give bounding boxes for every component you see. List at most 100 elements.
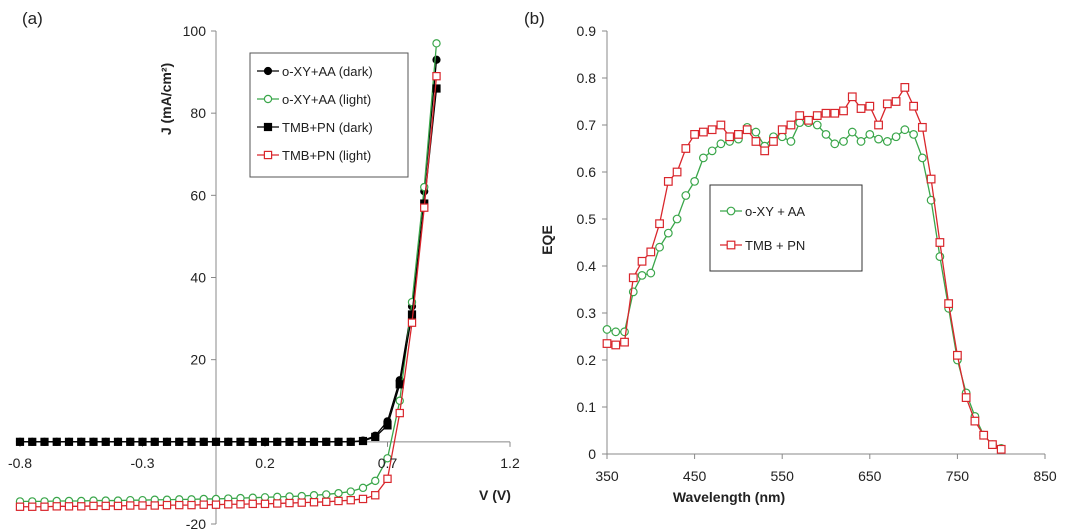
chart-b-point-0 (672, 214, 682, 224)
chart-a-point-2 (260, 437, 270, 446)
chart-b-point-1 (795, 111, 805, 121)
chart-a-point-3 (28, 502, 37, 511)
chart-a-point-2 (248, 437, 257, 446)
chart-a-ytick-label: 20 (190, 352, 206, 368)
chart-b-point-0 (716, 139, 726, 149)
chart-a-point-3 (309, 498, 319, 507)
chart-a-point-1 (371, 476, 380, 486)
chart-b-xtick-label: 650 (858, 468, 882, 484)
chart-a-point-2 (199, 437, 208, 446)
chart-b-ylabel: EQE (539, 225, 555, 255)
chart-b-point-1 (856, 104, 866, 113)
chart-a-ytick-label: -20 (186, 516, 206, 529)
chart-a-point-2 (175, 437, 184, 446)
chart-a-point-3 (40, 502, 49, 511)
panel-b-label: (b) (524, 9, 545, 28)
chart-b-point-1 (935, 238, 945, 247)
chart-a-point-1 (322, 490, 331, 499)
chart-b-ytick-label: 0.6 (577, 164, 597, 180)
chart-b-point-0 (909, 129, 918, 139)
chart-a-ytick-label: 40 (190, 270, 206, 286)
chart-a-point-2 (64, 437, 74, 446)
chart-b-point-0 (681, 191, 691, 200)
chart-b-point-0 (821, 129, 831, 139)
chart-b-point-0 (690, 176, 699, 186)
chart-a-point-3 (395, 408, 404, 418)
chart-b-point-1 (707, 125, 717, 135)
chart-b-point-1 (751, 137, 761, 146)
chart-a-ytick-label: 100 (183, 23, 207, 39)
chart-a-legend-marker-2 (263, 122, 273, 132)
chart-a-point-2 (162, 437, 172, 446)
chart-a-point-3 (358, 494, 368, 504)
chart-a-point-3 (150, 501, 159, 510)
chart-b-xlabel: Wavelength (nm) (673, 489, 785, 505)
chart-a-xtick-label: 1.2 (500, 455, 520, 471)
chart-b-point-0 (900, 125, 910, 135)
chart-b-point-0 (751, 127, 761, 137)
chart-b-point-1 (733, 130, 743, 139)
chart-b-point-0 (830, 139, 840, 149)
chart-b-ytick-label: 0.3 (577, 305, 597, 321)
chart-b-ytick-label: 0.4 (577, 258, 597, 274)
chart-a-legend-marker-1 (263, 94, 273, 104)
chart-a-point-3 (52, 502, 61, 511)
chart-b-point-1 (882, 99, 892, 109)
panel-a-label: (a) (22, 9, 43, 28)
chart-b-ytick-label: 0.2 (577, 352, 597, 368)
chart-a-point-3 (15, 502, 25, 511)
chart-b-point-1 (821, 108, 831, 118)
chart-b-point-1 (655, 219, 664, 229)
chart-b-point-0 (856, 137, 866, 146)
chart-a-point-2 (395, 380, 404, 389)
chart-a-point-3 (224, 500, 233, 509)
chart-b-point-0 (917, 153, 927, 163)
chart-a-point-3 (260, 499, 270, 509)
chart-b-point-1 (769, 137, 778, 146)
chart-b-point-0 (655, 242, 664, 252)
chart-b-point-1 (917, 122, 927, 132)
chart-a-point-2 (383, 421, 392, 430)
chart-a-point-2 (322, 437, 331, 446)
chart-a-point-3 (211, 500, 221, 509)
chart-b-ytick-label: 0 (588, 446, 596, 462)
chart-b-point-1 (663, 177, 673, 186)
chart-a-point-3 (420, 203, 429, 212)
chart-b-point-1 (926, 174, 936, 184)
chart-a-point-1 (309, 491, 319, 500)
chart-a-legend-box (249, 52, 409, 178)
chart-b-point-1 (611, 340, 621, 350)
chart-a-point-3 (113, 501, 123, 511)
chart-b-ytick-label: 0.8 (577, 70, 597, 86)
chart-b-point-1 (847, 92, 857, 102)
chart-b-point-1 (979, 430, 989, 440)
chart-b-point-1 (900, 82, 910, 92)
chart-b-point-0 (646, 268, 656, 278)
chart-b: (b) EQE Wavelength (nm) 350 450 550 650 750 8… (524, 9, 1057, 505)
chart-a-point-3 (407, 318, 417, 327)
chart-b-point-1 (839, 106, 848, 116)
chart-a-ytick-label: 60 (190, 187, 206, 203)
chart-a-point-3 (64, 502, 74, 511)
chart-b-point-1 (970, 416, 980, 426)
chart-b-point-1 (725, 132, 735, 142)
chart-a-point-3 (126, 501, 135, 510)
chart-b-legend-marker-0 (726, 206, 736, 216)
chart-a-point-1 (432, 39, 441, 48)
chart-a-point-2 (89, 437, 98, 446)
chart-a-point-3 (273, 499, 282, 508)
chart-a-legend-label-2: TMB+PN (dark) (282, 120, 373, 135)
chart-a-xtick-label: 0.2 (255, 455, 275, 471)
chart-a-point-2 (52, 437, 61, 446)
chart-b-point-1 (909, 101, 918, 111)
chart-a-point-3 (77, 502, 86, 511)
chart-b-legend-label-0: o-XY + AA (745, 204, 805, 219)
chart-b-xtick-label: 550 (771, 468, 795, 484)
chart-b-point-1 (830, 108, 840, 118)
chart-b-point-1 (760, 146, 770, 156)
chart-a-legend-label-0: o-XY+AA (dark) (282, 64, 373, 79)
chart-b-point-1 (620, 337, 629, 347)
chart-a-point-2 (236, 437, 245, 446)
chart-b-point-1 (961, 393, 971, 402)
chart-b-point-1 (944, 299, 954, 308)
